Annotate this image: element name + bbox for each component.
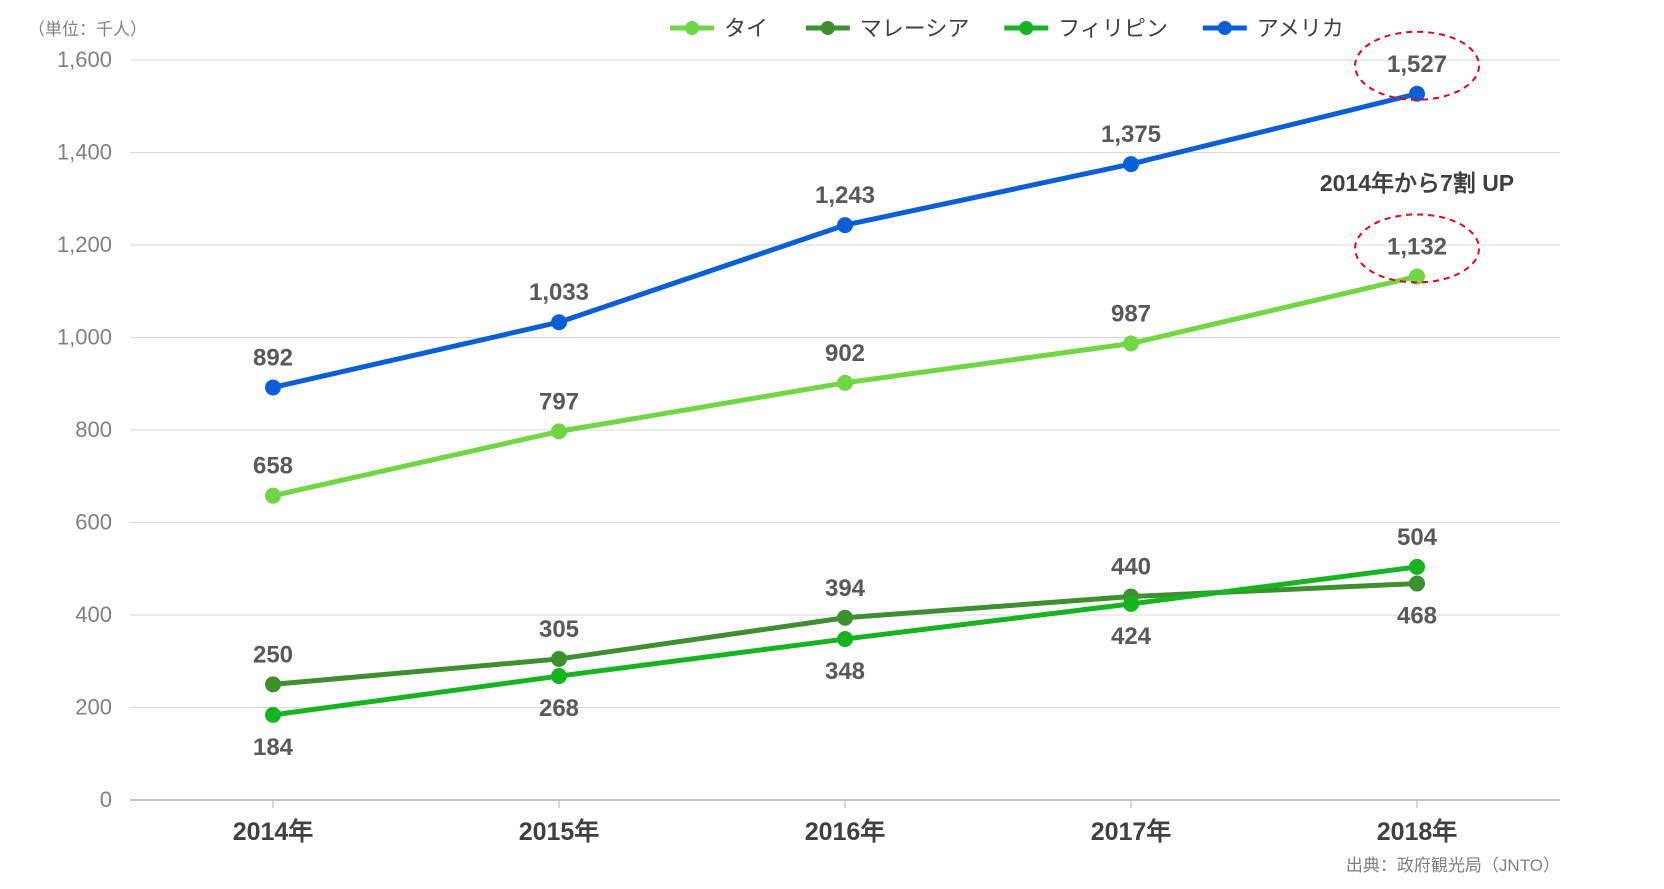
x-tick-label: 2015年: [519, 817, 600, 846]
data-label: 987: [1111, 301, 1151, 328]
series-marker: [1123, 596, 1139, 612]
line-chart: 0 200 400 600 800 1,000 1,200 1,400 1,600 2014年 20…: [0, 0, 1664, 889]
chart-background: [0, 0, 1664, 889]
series-marker: [265, 488, 281, 504]
data-label: 440: [1111, 554, 1151, 581]
data-label: 424: [1111, 623, 1152, 650]
y-tick-label: 400: [75, 602, 112, 627]
data-label: 658: [253, 453, 293, 480]
legend-label: フィリピン: [1058, 16, 1168, 41]
y-tick-label: 600: [75, 510, 112, 535]
data-label: 1,132: [1387, 233, 1447, 260]
data-label: 305: [539, 616, 579, 643]
y-tick-label: 1,000: [57, 325, 112, 350]
series-marker: [1123, 336, 1139, 352]
data-label: 797: [539, 388, 579, 415]
chart-container: 0 200 400 600 800 1,000 1,200 1,400 1,600 2014年 20…: [0, 0, 1664, 889]
legend-swatch-marker: [685, 21, 699, 35]
y-tick-label: 1,600: [57, 47, 112, 72]
series-marker: [837, 631, 853, 647]
y-tick-label: 1,200: [57, 232, 112, 257]
legend-label: マレーシア: [860, 16, 970, 41]
data-label: 394: [825, 575, 866, 602]
y-tick-label: 0: [100, 787, 112, 812]
series-marker: [837, 217, 853, 233]
series-marker: [1409, 559, 1425, 575]
data-label: 468: [1397, 603, 1437, 630]
legend-swatch-marker: [1218, 21, 1232, 35]
series-marker: [551, 651, 567, 667]
data-label: 902: [825, 340, 865, 367]
legend-swatch-marker: [1019, 21, 1033, 35]
x-tick-label: 2016年: [805, 817, 886, 846]
data-label: 1,527: [1387, 51, 1447, 78]
data-label: 1,375: [1101, 121, 1161, 148]
x-tick-label: 2017年: [1091, 817, 1172, 846]
series-marker: [551, 314, 567, 330]
series-marker: [837, 375, 853, 391]
series-marker: [265, 707, 281, 723]
series-marker: [551, 423, 567, 439]
x-tick-label: 2014年: [233, 817, 314, 846]
data-label: 1,033: [529, 279, 589, 306]
annotation-text: 2014年から7割 UP: [1320, 170, 1514, 196]
data-label: 250: [253, 641, 293, 668]
series-marker: [1123, 156, 1139, 172]
series-marker: [837, 610, 853, 626]
x-tick-label: 2018年: [1377, 817, 1458, 846]
data-label: 348: [825, 658, 865, 685]
source-label: 出典：政府観光局（JNTO）: [1346, 856, 1560, 875]
legend-label: アメリカ: [1257, 16, 1344, 41]
data-label: 1,243: [815, 182, 875, 209]
series-marker: [1409, 576, 1425, 592]
legend-label: タイ: [724, 16, 768, 41]
series-marker: [551, 668, 567, 684]
data-label: 268: [539, 695, 579, 722]
y-tick-label: 1,400: [57, 140, 112, 165]
series-marker: [265, 676, 281, 692]
y-axis-unit: （単位：千人）: [28, 20, 147, 39]
data-label: 184: [253, 734, 294, 761]
data-label: 892: [253, 344, 293, 371]
y-tick-label: 800: [75, 417, 112, 442]
y-tick-label: 200: [75, 695, 112, 720]
legend-swatch-marker: [821, 21, 835, 35]
series-marker: [265, 379, 281, 395]
data-label: 504: [1397, 524, 1438, 551]
